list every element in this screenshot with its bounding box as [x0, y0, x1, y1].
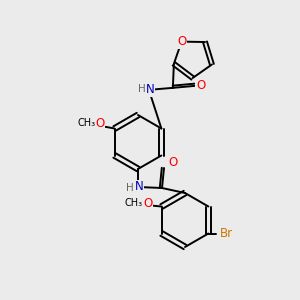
- Text: O: O: [95, 117, 104, 130]
- Text: O: O: [143, 197, 152, 210]
- Text: O: O: [177, 35, 186, 48]
- Text: O: O: [196, 79, 206, 92]
- Text: N: N: [135, 181, 143, 194]
- Text: CH₃: CH₃: [124, 199, 143, 208]
- Text: N: N: [146, 83, 154, 96]
- Text: H: H: [138, 84, 146, 94]
- Text: Br: Br: [220, 227, 233, 240]
- Text: CH₃: CH₃: [78, 118, 96, 128]
- Text: O: O: [168, 157, 178, 169]
- Text: H: H: [126, 183, 134, 193]
